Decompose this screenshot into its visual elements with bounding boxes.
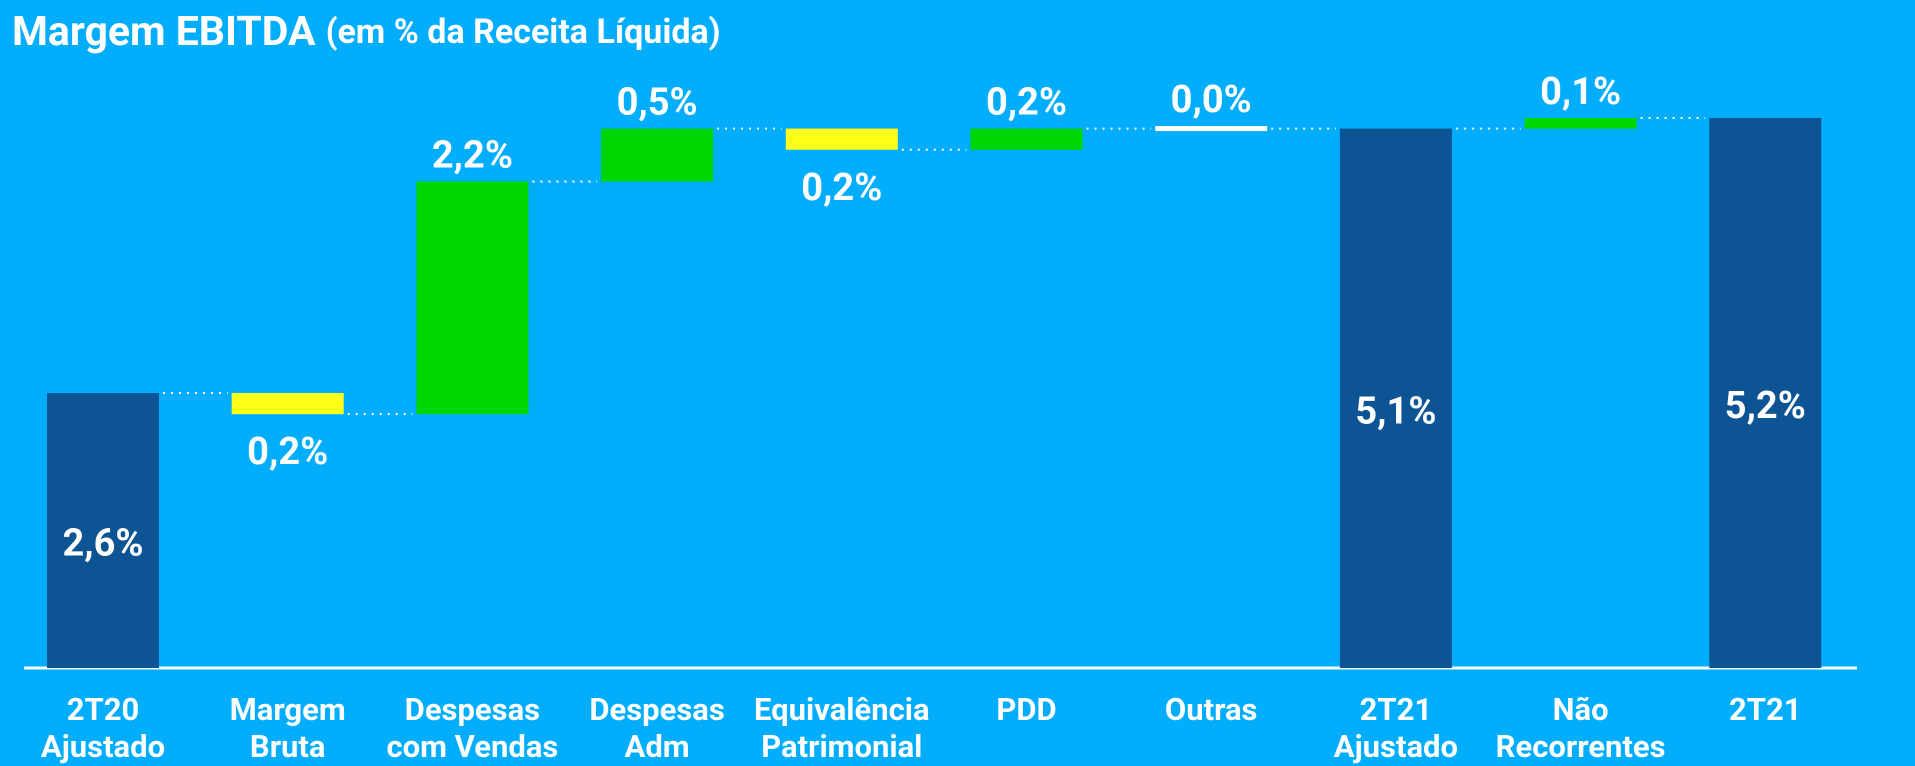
x-tick-label: 2T20 xyxy=(67,691,140,728)
x-tick-label: Adm xyxy=(625,728,690,765)
x-tick-label: Recorrentes xyxy=(1496,728,1666,765)
subtitle: (em % da Receita Líquida) xyxy=(326,12,721,52)
bar xyxy=(47,393,159,668)
value-label: 0,5% xyxy=(617,81,698,125)
value-label: 2,6% xyxy=(62,522,143,566)
value-label: 5,2% xyxy=(1725,384,1806,428)
x-tick-label: com Vendas xyxy=(386,728,558,765)
x-tick-label: Ajustado xyxy=(1334,728,1458,765)
value-label: 0,2% xyxy=(986,81,1067,125)
x-tick-label: Ajustado xyxy=(41,728,165,765)
bar xyxy=(1155,126,1268,132)
bar xyxy=(601,128,714,182)
bar xyxy=(1709,118,1822,668)
value-label: 0,2% xyxy=(801,166,882,210)
value-label: 0,0% xyxy=(1171,78,1252,122)
bar xyxy=(970,128,1083,150)
value-label: 0,1% xyxy=(1540,70,1621,114)
bar xyxy=(416,181,529,415)
chart-title: Margem EBITDA (em % da Receita Líquida) xyxy=(12,8,721,56)
x-tick-label: 2T21 xyxy=(1729,691,1802,728)
x-tick-label: 2T21 xyxy=(1360,691,1433,728)
value-label: 0,2% xyxy=(247,430,328,474)
x-tick-label: Patrimonial xyxy=(761,728,922,765)
x-tick-label: Despesas xyxy=(589,691,724,728)
bar xyxy=(785,128,898,150)
title: Margem EBITDA xyxy=(12,8,316,56)
bar xyxy=(1339,128,1452,669)
value-label: 2,2% xyxy=(432,133,513,177)
x-tick-label: Não xyxy=(1553,691,1609,728)
x-tick-label: Bruta xyxy=(250,728,326,765)
x-tick-label: Outras xyxy=(1165,691,1258,728)
x-tick-label: Equivalência xyxy=(754,691,930,728)
bar xyxy=(231,393,344,415)
x-tick-label: PDD xyxy=(996,691,1056,728)
x-tick-label: Despesas xyxy=(405,691,540,728)
value-label: 5,1% xyxy=(1355,389,1436,433)
bar xyxy=(1524,118,1637,129)
x-tick-label: Margem xyxy=(230,691,346,728)
